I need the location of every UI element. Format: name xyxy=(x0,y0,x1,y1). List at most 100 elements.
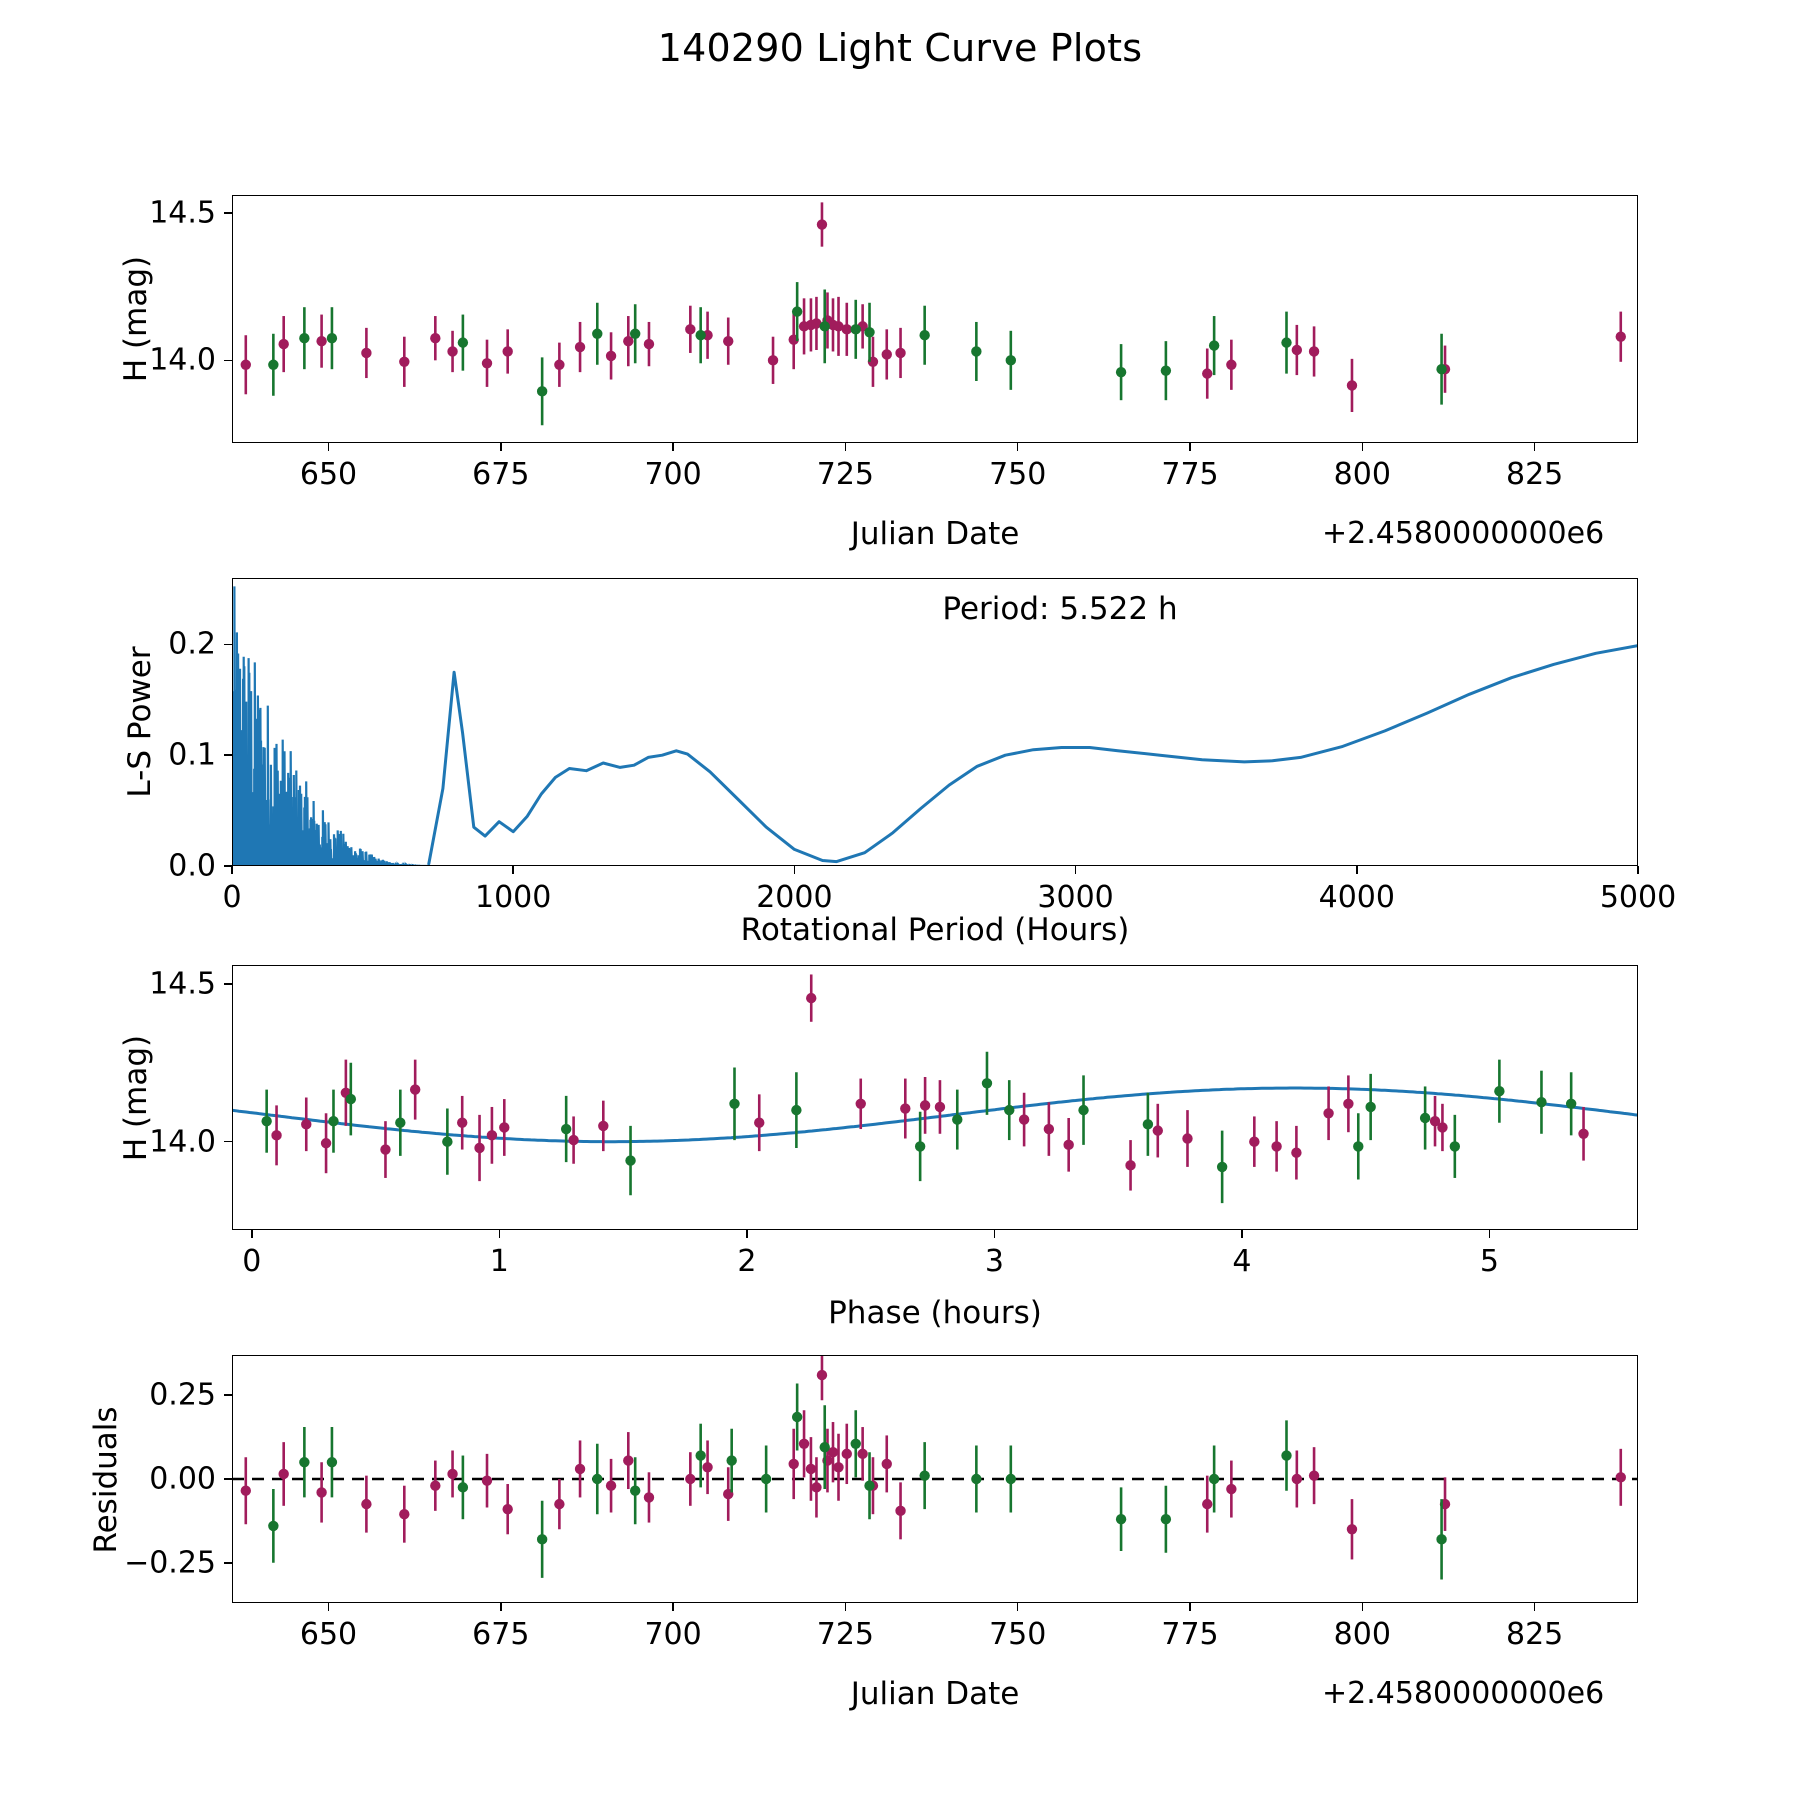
ytick-label: −0.25 xyxy=(124,1545,216,1581)
phase-folded-panel xyxy=(232,965,1638,1230)
ytick-label: 0.25 xyxy=(149,1377,216,1413)
xtick-mark xyxy=(844,443,847,451)
phase-fold-model-curve xyxy=(232,1086,1638,1144)
xtick-label: 825 xyxy=(1505,457,1564,492)
ytick-mark xyxy=(224,1561,232,1564)
xtick-mark xyxy=(1488,1230,1491,1238)
ytick-label: 0.0 xyxy=(168,848,216,884)
figure-title: 140290 Light Curve Plots xyxy=(657,26,1143,70)
xtick-mark xyxy=(1533,1603,1536,1611)
xtick-label: 725 xyxy=(816,457,875,492)
data-series-series_b xyxy=(268,1383,1447,1580)
light-curve-plot-area xyxy=(240,202,1626,426)
ytick-label: 14.5 xyxy=(149,966,216,1002)
xtick-mark xyxy=(1361,443,1364,451)
xtick-mark xyxy=(1637,866,1639,874)
periodogram-ylabel: L-S Power xyxy=(122,646,158,798)
xtick-label: 4 xyxy=(1232,1244,1252,1279)
xtick-label: 825 xyxy=(1505,1617,1564,1652)
periodogram-power-curve xyxy=(427,644,1638,866)
xtick-mark xyxy=(1533,443,1536,451)
xtick-mark xyxy=(1356,866,1358,874)
xtick-label: 750 xyxy=(989,1617,1047,1652)
xtick-label: 0 xyxy=(222,880,242,915)
periodogram-alias-spikes xyxy=(232,586,429,866)
xtick-mark xyxy=(1189,1603,1191,1611)
xtick-label: 775 xyxy=(1161,457,1219,492)
xtick-label: 800 xyxy=(1333,457,1391,492)
xtick-label: 675 xyxy=(472,457,530,492)
xtick-mark xyxy=(746,1230,748,1238)
periodogram-panel xyxy=(232,578,1638,866)
residuals-ylabel: Residuals xyxy=(88,1406,124,1554)
xtick-label: 1 xyxy=(489,1244,509,1279)
xtick-label: 700 xyxy=(644,1617,702,1652)
ytick-label: 14.0 xyxy=(149,342,216,378)
xtick-label: 775 xyxy=(1161,1617,1219,1652)
xtick-mark xyxy=(499,1603,502,1611)
xtick-mark xyxy=(993,1230,996,1238)
data-series-series_a xyxy=(240,1355,1626,1560)
xtick-mark xyxy=(231,866,233,874)
ytick-mark xyxy=(224,754,232,757)
light-curve-x-offset-text: +2.4580000000e6 xyxy=(1322,516,1605,551)
xtick-mark xyxy=(1074,866,1077,874)
ytick-label: 14.5 xyxy=(149,195,216,231)
xtick-mark xyxy=(844,1603,847,1611)
residuals-xlabel: Julian Date xyxy=(850,1676,1020,1712)
xtick-label: 5000 xyxy=(1599,880,1677,915)
light-curve-ylabel: H (mag) xyxy=(118,255,154,383)
xtick-label: 0 xyxy=(242,1244,262,1279)
xtick-label: 5 xyxy=(1479,1244,1500,1279)
phase-folded-xlabel: Phase (hours) xyxy=(828,1295,1042,1331)
phase-folded-plot-area xyxy=(232,974,1638,1204)
xtick-mark xyxy=(672,443,674,451)
xtick-mark xyxy=(251,1230,253,1238)
xtick-mark xyxy=(1361,1603,1364,1611)
data-series-series_a xyxy=(240,202,1626,412)
xtick-mark xyxy=(327,1603,330,1611)
xtick-label: 3000 xyxy=(1037,880,1114,915)
period-annotation: Period: 5.522 h xyxy=(942,591,1178,627)
phase-folded-ylabel: H (mag) xyxy=(118,1034,154,1162)
xtick-label: 3 xyxy=(984,1244,1004,1279)
xtick-mark xyxy=(1189,443,1191,451)
xtick-label: 675 xyxy=(472,1617,530,1652)
light-curve-xlabel: Julian Date xyxy=(850,516,1020,552)
ytick-mark xyxy=(224,865,232,867)
ytick-label: 0.1 xyxy=(168,737,216,773)
xtick-label: 2 xyxy=(737,1244,757,1279)
ytick-mark xyxy=(224,1478,232,1480)
data-series-series_a xyxy=(271,974,1589,1191)
xtick-label: 650 xyxy=(299,1617,358,1652)
ytick-mark xyxy=(224,211,232,214)
xtick-label: 800 xyxy=(1333,1617,1391,1652)
periodogram-plot-area xyxy=(232,586,1638,866)
xtick-mark xyxy=(1241,1230,1243,1238)
ytick-mark xyxy=(224,1394,232,1396)
data-series-series_b xyxy=(261,1051,1577,1204)
data-series-series_b xyxy=(268,282,1447,426)
xtick-mark xyxy=(1016,1603,1019,1611)
xtick-mark xyxy=(498,1230,501,1238)
residuals-panel xyxy=(232,1355,1638,1603)
residuals-x-offset-text: +2.4580000000e6 xyxy=(1322,1676,1605,1711)
xtick-label: 725 xyxy=(816,1617,875,1652)
xtick-mark xyxy=(672,1603,674,1611)
ytick-label: 14.0 xyxy=(149,1124,216,1160)
xtick-mark xyxy=(499,443,502,451)
xtick-label: 700 xyxy=(644,457,702,492)
xtick-label: 2000 xyxy=(756,880,833,915)
residuals-plot-area xyxy=(232,1355,1638,1580)
xtick-label: 4000 xyxy=(1318,880,1395,915)
xtick-label: 650 xyxy=(299,457,358,492)
xtick-mark xyxy=(512,866,514,874)
ytick-mark xyxy=(224,643,232,646)
xtick-mark xyxy=(327,443,330,451)
xtick-mark xyxy=(1016,443,1019,451)
xtick-label: 750 xyxy=(989,457,1047,492)
xtick-label: 1000 xyxy=(475,880,552,915)
ytick-mark xyxy=(224,983,232,985)
ytick-label: 0.00 xyxy=(149,1461,216,1497)
